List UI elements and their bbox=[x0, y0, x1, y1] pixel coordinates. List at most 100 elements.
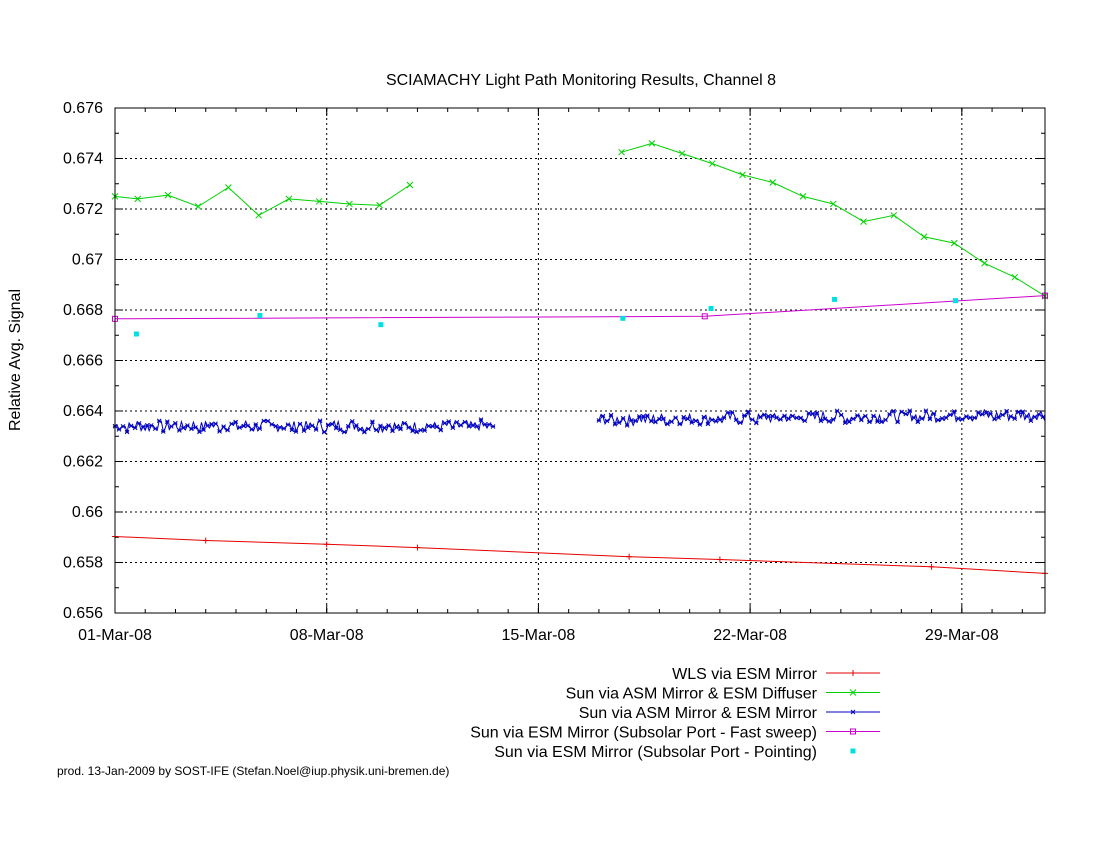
data-point bbox=[261, 418, 267, 424]
legend-marker bbox=[850, 670, 856, 676]
data-point bbox=[434, 424, 440, 430]
data-point bbox=[394, 425, 399, 430]
data-point bbox=[490, 424, 496, 429]
data-point bbox=[345, 423, 351, 429]
data-point bbox=[620, 415, 626, 421]
data-point bbox=[830, 417, 836, 422]
data-point bbox=[1028, 418, 1034, 424]
data-point bbox=[829, 200, 837, 208]
x-tick-label: 29-Mar-08 bbox=[925, 627, 999, 644]
data-point bbox=[353, 423, 359, 428]
y-tick-label: 0.664 bbox=[63, 403, 103, 420]
marker-stroke bbox=[890, 211, 898, 219]
data-point bbox=[705, 421, 711, 427]
data-point bbox=[758, 414, 763, 420]
data-point bbox=[920, 233, 928, 241]
plot-frame bbox=[114, 107, 1046, 614]
series-line bbox=[621, 142, 1046, 297]
marker-stroke bbox=[708, 160, 716, 167]
data-point bbox=[832, 296, 838, 302]
x-tick-label: 01-Mar-08 bbox=[78, 627, 152, 644]
data-point bbox=[414, 429, 419, 435]
series-sun-via-asm-mirror-esm-mirror bbox=[112, 408, 1046, 435]
marker-stroke bbox=[849, 689, 857, 696]
data-point bbox=[959, 417, 965, 422]
data-point bbox=[398, 426, 403, 432]
data-point bbox=[928, 563, 935, 570]
series-group bbox=[111, 139, 1049, 577]
data-point bbox=[1004, 408, 1010, 414]
data-point bbox=[697, 422, 703, 427]
data-point bbox=[132, 425, 138, 431]
data-point bbox=[225, 184, 232, 191]
data-point bbox=[716, 556, 723, 563]
data-point bbox=[640, 413, 646, 419]
y-tick-label: 0.672 bbox=[63, 201, 103, 218]
data-point bbox=[749, 417, 755, 422]
data-point bbox=[134, 195, 142, 203]
data-point bbox=[644, 413, 650, 419]
marker-stroke bbox=[799, 193, 807, 200]
data-point bbox=[745, 409, 751, 415]
data-point bbox=[446, 419, 452, 424]
data-point bbox=[168, 423, 174, 429]
data-point bbox=[685, 416, 691, 422]
data-point bbox=[406, 425, 411, 431]
data-point bbox=[693, 418, 699, 424]
data-point bbox=[935, 417, 941, 423]
marker-stroke bbox=[829, 200, 837, 208]
data-point bbox=[657, 416, 662, 422]
data-point bbox=[482, 422, 488, 427]
data-point bbox=[729, 410, 735, 415]
axis-ticks: 0.656 0.658 0.66 0.662 0.664 0.666 0.668 0.67 0.… bbox=[63, 100, 1045, 644]
data-point bbox=[120, 424, 126, 429]
marker-stroke bbox=[376, 201, 383, 209]
data-point bbox=[361, 429, 367, 435]
legend: WLS via ESM Mirror Sun via ASM Mirror & E… bbox=[470, 666, 880, 761]
data-point bbox=[273, 423, 279, 429]
marker-shape bbox=[378, 322, 384, 328]
data-point bbox=[323, 541, 330, 548]
data-point bbox=[253, 422, 259, 427]
marker-stroke bbox=[648, 139, 656, 147]
data-point bbox=[943, 415, 949, 421]
data-point bbox=[438, 427, 444, 433]
data-point bbox=[128, 423, 134, 429]
data-point bbox=[798, 415, 804, 421]
data-point bbox=[790, 413, 796, 419]
data-point bbox=[632, 418, 638, 424]
data-point bbox=[862, 413, 868, 419]
data-point bbox=[225, 427, 230, 433]
data-point bbox=[782, 413, 787, 419]
data-point bbox=[337, 427, 343, 433]
series-wls-via-esm-mirror bbox=[112, 533, 1048, 577]
marker-stroke bbox=[860, 218, 867, 225]
data-point bbox=[618, 148, 625, 156]
data-point bbox=[442, 420, 448, 426]
data-point bbox=[185, 423, 190, 428]
series-line bbox=[114, 184, 411, 216]
data-point bbox=[136, 421, 142, 426]
data-point bbox=[810, 411, 816, 417]
data-point bbox=[315, 198, 323, 205]
legend-label: WLS via ESM Mirror bbox=[672, 666, 818, 683]
data-point bbox=[1040, 414, 1046, 420]
data-point bbox=[140, 424, 146, 429]
data-point bbox=[1020, 409, 1026, 415]
legend-label: Sun via ESM Mirror (Subsolar Port - Poin… bbox=[494, 744, 817, 761]
data-point bbox=[951, 409, 957, 414]
marker-shape bbox=[850, 728, 856, 735]
data-point bbox=[725, 410, 731, 415]
data-point bbox=[458, 422, 464, 428]
y-tick-label: 0.666 bbox=[63, 353, 103, 370]
grid bbox=[115, 108, 1045, 613]
data-point bbox=[701, 313, 708, 320]
y-tick-label: 0.662 bbox=[63, 454, 103, 471]
data-point bbox=[649, 418, 654, 424]
data-point bbox=[376, 201, 383, 209]
marker-shape bbox=[832, 296, 838, 302]
data-point bbox=[838, 412, 844, 418]
data-point bbox=[860, 218, 867, 225]
data-point bbox=[265, 418, 271, 424]
data-point bbox=[858, 417, 864, 423]
